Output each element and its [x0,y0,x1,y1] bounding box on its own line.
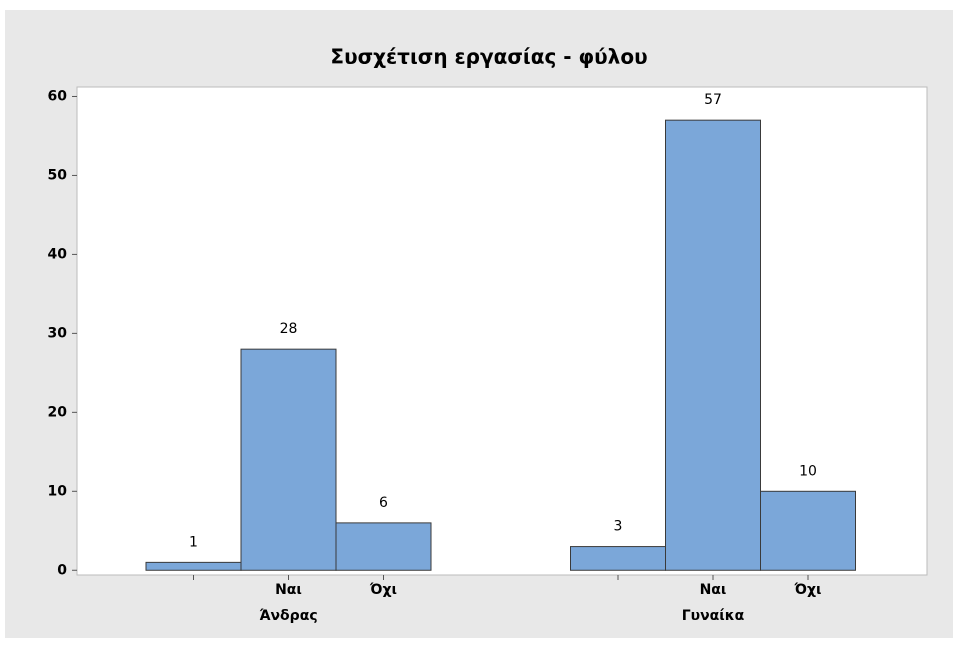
bar [665,119,761,571]
data-label: 28 [280,321,298,337]
y-tick-label: 20 [48,404,68,420]
chart-title: Συσχέτιση εργασίας - φύλου [330,45,647,69]
y-tick-label: 10 [48,483,68,499]
y-tick-label: 30 [48,325,68,341]
y-tick-label: 50 [48,167,68,183]
group-label: Άνδρας [259,608,317,624]
data-label: 1 [189,534,198,550]
data-label: 6 [379,495,388,511]
bar [760,490,856,571]
data-label: 57 [704,92,722,108]
x-tick-label: Ναι [700,582,727,598]
group-label: Γυναίκα [682,608,745,624]
x-tick-label: Όχι [369,582,397,598]
y-tick-label: 0 [57,562,67,578]
bar [570,546,666,571]
x-tick-label: Ναι [275,582,302,598]
data-label: 10 [799,463,817,479]
bar [335,522,432,571]
y-tick-label: 60 [48,88,68,104]
data-label: 3 [614,519,623,535]
x-tick-label: Όχι [794,582,822,598]
bar [240,348,337,571]
bar [145,561,242,571]
y-tick-label: 40 [48,246,68,262]
